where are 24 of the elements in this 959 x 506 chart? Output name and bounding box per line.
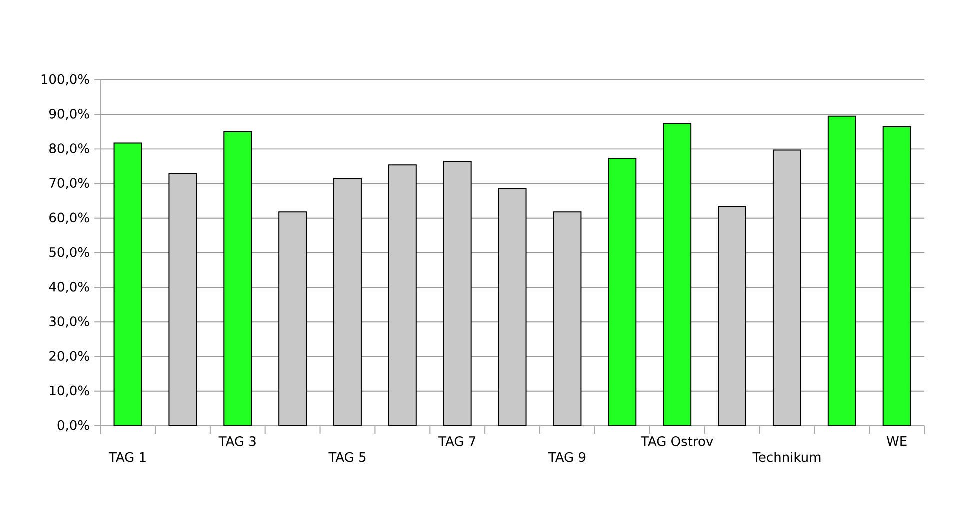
y-tick-label: 70,0%: [50, 178, 90, 190]
x-tick-label: TAG 9: [548, 452, 586, 462]
y-tick-label: 10,0%: [50, 386, 90, 397]
bar: [718, 206, 747, 426]
x-tick-label: TAG 5: [328, 452, 366, 462]
x-tick-label: WE: [886, 436, 907, 446]
bar: [608, 158, 637, 426]
y-tick-label: 30,0%: [50, 316, 90, 328]
x-tick-label: TAG 1: [108, 452, 146, 462]
y-tick-label: 40,0%: [49, 282, 90, 294]
y-tick-label: 20,0%: [50, 351, 90, 362]
x-tick-label: Technikum: [752, 452, 821, 462]
y-tick-label: 100,0%: [42, 74, 90, 86]
x-tick-label: TAG Ostrov: [641, 436, 714, 446]
y-tick-label: 90,0%: [50, 109, 90, 120]
y-tick-label: 60,0%: [50, 212, 90, 224]
y-tick-label: 0,0%: [58, 420, 90, 432]
bar: [498, 188, 527, 426]
bar: [663, 123, 692, 426]
bar: [443, 161, 472, 426]
x-tick-label: TAG 7: [438, 436, 476, 446]
y-tick-label: 50,0%: [50, 247, 90, 259]
x-tick-label: TAG 3: [218, 436, 256, 446]
y-tick-label: 80,0%: [50, 144, 90, 155]
